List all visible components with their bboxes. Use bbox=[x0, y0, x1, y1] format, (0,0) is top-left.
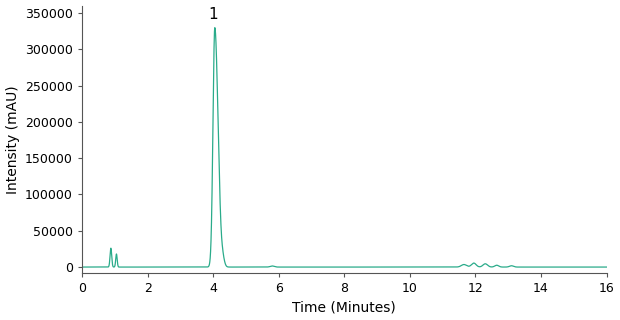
Y-axis label: Intensity (mAU): Intensity (mAU) bbox=[6, 85, 20, 194]
Text: 1: 1 bbox=[208, 7, 218, 22]
X-axis label: Time (Minutes): Time (Minutes) bbox=[293, 300, 396, 315]
